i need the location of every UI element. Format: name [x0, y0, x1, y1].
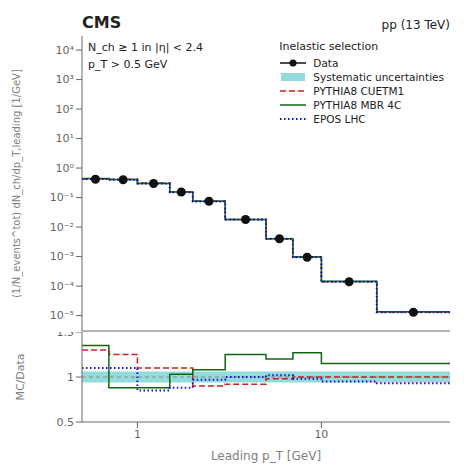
svg-text:MC/Data: MC/Data — [14, 353, 27, 400]
svg-text:10¹: 10¹ — [56, 132, 74, 145]
html-text:pp (13 TeV): pp (13 TeV) — [381, 18, 450, 32]
svg-text:10⁻⁵: 10⁻⁵ — [50, 309, 74, 322]
html-text:Systematic uncertainties: Systematic uncertainties — [313, 71, 444, 83]
svg-text:10³: 10³ — [56, 73, 74, 86]
svg-text:10⁻³: 10⁻³ — [50, 250, 74, 263]
svg-text:10⁻²: 10⁻² — [50, 221, 74, 234]
html-text:Inelastic selection: Inelastic selection — [279, 40, 379, 53]
html-text:N_ch ≥ 1 in |η| < 2.4 p_T > 0.: N_ch ≥ 1 in |η| < 2.4 p_T > 0.5 GeV — [88, 41, 204, 71]
svg-text:1: 1 — [134, 428, 141, 441]
svg-text:(1/N_events^tot) dN_ch/dp_T,le: (1/N_events^tot) dN_ch/dp_T,leading [1/G… — [11, 69, 23, 298]
svg-text:1.5: 1.5 — [57, 332, 75, 339]
svg-text:10²: 10² — [56, 103, 74, 116]
svg-text:10⁻¹: 10⁻¹ — [50, 191, 74, 204]
svg-text:Leading p_T [GeV]: Leading p_T [GeV] — [211, 449, 321, 463]
svg-text:1: 1 — [67, 371, 74, 384]
html-text:CMS: CMS — [82, 13, 122, 32]
svg-text:10⁻⁴: 10⁻⁴ — [50, 280, 75, 293]
svg-text:10⁰: 10⁰ — [56, 162, 75, 175]
html-text:Data: Data — [313, 57, 339, 69]
html-text:PYTHIA8 MBR 4C: PYTHIA8 MBR 4C — [313, 99, 402, 111]
svg-text:0.5: 0.5 — [57, 416, 75, 429]
html-text:EPOS LHC: EPOS LHC — [313, 113, 366, 125]
svg-text:10⁴: 10⁴ — [56, 44, 75, 57]
svg-text:10: 10 — [314, 428, 328, 441]
html-text:PYTHIA8 CUETM1: PYTHIA8 CUETM1 — [313, 85, 405, 97]
